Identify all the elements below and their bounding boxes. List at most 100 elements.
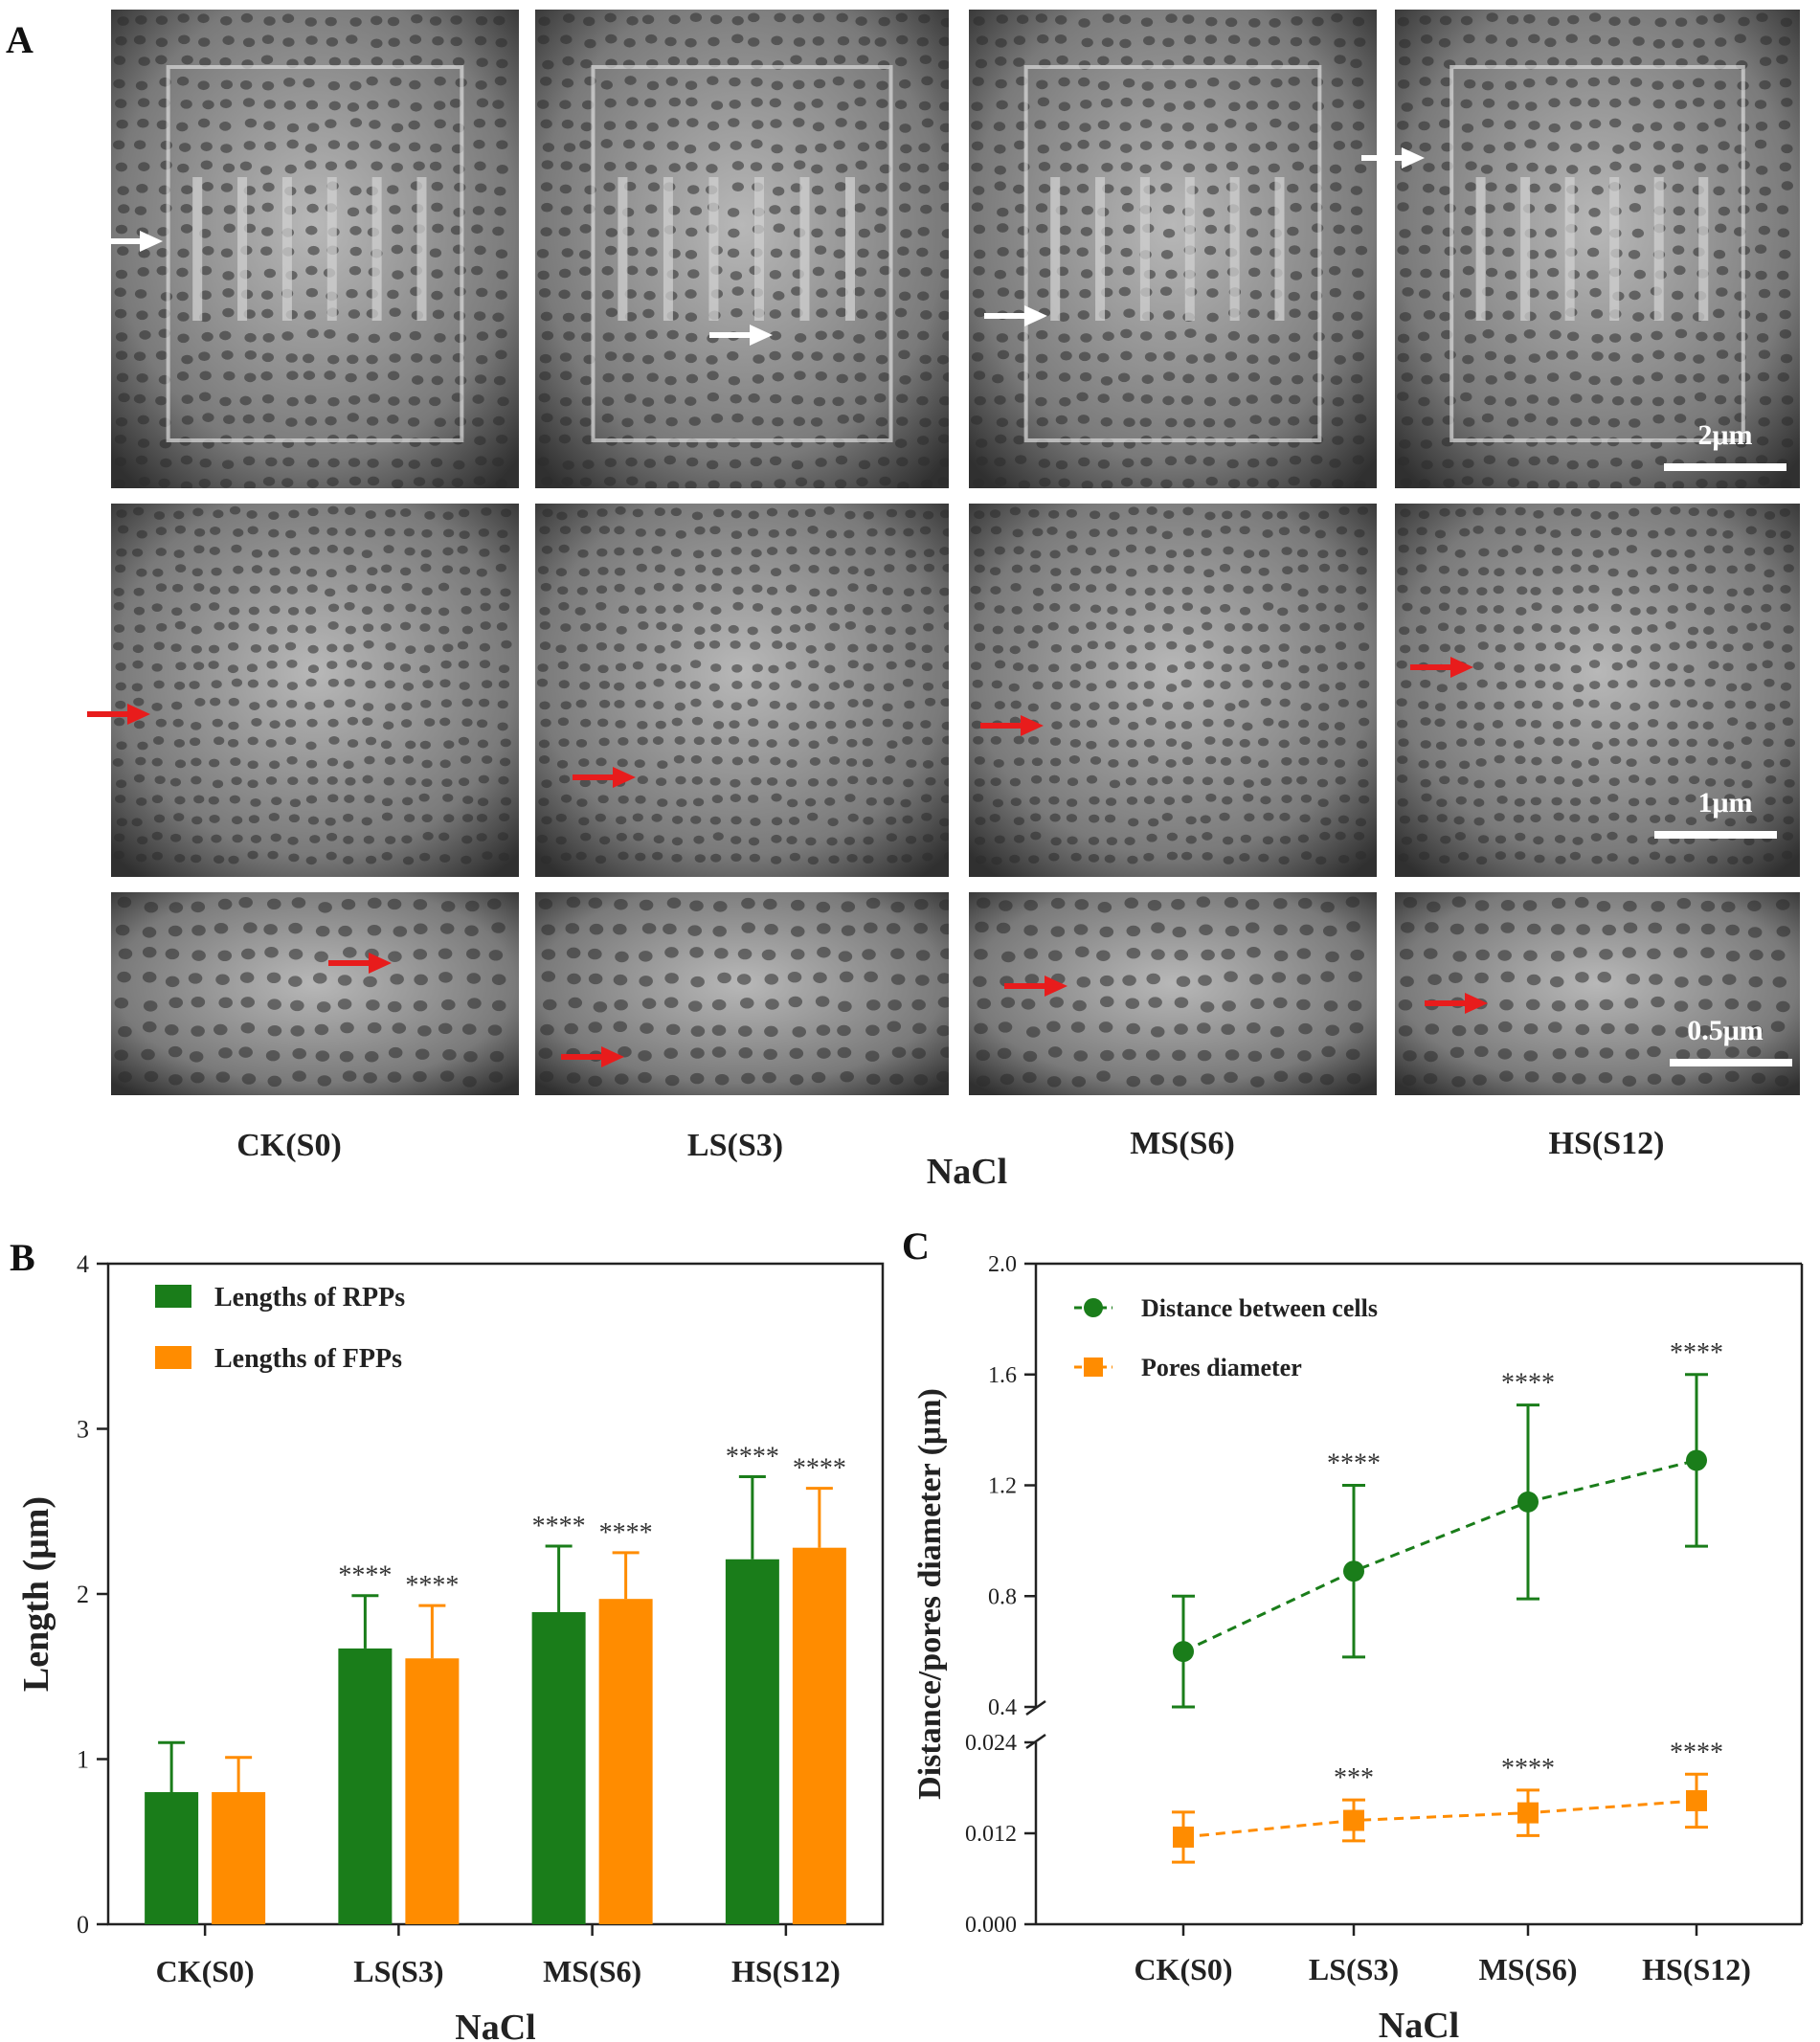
- arrow-icon: [100, 231, 163, 252]
- legend-marker: [1084, 1358, 1103, 1377]
- micrograph-image: [1395, 504, 1800, 877]
- column-label-ls: LS(S3): [686, 1128, 784, 1163]
- data-point: [1517, 1491, 1539, 1513]
- micrograph-image: [969, 10, 1377, 488]
- y-tick-label: 1.2: [988, 1474, 1017, 1499]
- bar: [405, 1658, 460, 1924]
- x-axis-title: NaCl: [1379, 2006, 1459, 2042]
- significance-label: ****: [405, 1571, 459, 1601]
- column-label-ck: CK(S0): [236, 1128, 342, 1163]
- arrow-icon: [980, 715, 1044, 736]
- series-line: [1182, 1799, 1697, 1839]
- data-point: [1173, 1641, 1194, 1663]
- scale-bar-05um: [1670, 1059, 1792, 1066]
- y-tick-label: 0.024: [965, 1731, 1017, 1756]
- data-point: [1343, 1560, 1364, 1582]
- arrow-icon: [709, 325, 773, 346]
- significance-label: ****: [599, 1518, 653, 1548]
- micrograph-image: [1395, 10, 1800, 488]
- arrow-icon: [573, 767, 636, 788]
- micrograph-image: [969, 504, 1377, 877]
- significance-label: ****: [1670, 1738, 1723, 1767]
- y-tick-label: 2.0: [988, 1252, 1017, 1277]
- arrow-icon: [87, 704, 150, 725]
- micrograph-image: [111, 892, 519, 1095]
- panel-letter-c: C: [902, 1224, 930, 1268]
- y-tick-label: 0.000: [965, 1913, 1017, 1938]
- y-tick-label: 0.012: [965, 1822, 1017, 1847]
- scale-label-2um: 2μm: [1697, 419, 1753, 451]
- scale-bar-2um: [1664, 463, 1786, 471]
- x-tick-label: MS(S6): [543, 1954, 641, 1988]
- micrograph-image: [535, 504, 949, 877]
- arrow-icon: [561, 1046, 624, 1067]
- micrograph-tile: [969, 504, 1377, 877]
- significance-label: ***: [1334, 1763, 1374, 1793]
- x-tick-label: CK(S0): [156, 1954, 255, 1988]
- bar-chart-lengths: 0 1 2 3 4 CK(S0) LS(S3) **** **** MS(S6) **** **** H…: [16, 1250, 885, 2042]
- y-axis-title: Distance/pores diameter (μm): [912, 1388, 948, 1800]
- micrograph-tile: [535, 504, 949, 877]
- micrograph-tile: [969, 10, 1377, 488]
- x-axis-title: NaCl: [455, 2008, 535, 2042]
- micrograph-group-label: NaCl: [926, 1152, 1008, 1192]
- legend-label: Lengths of FPPs: [214, 1344, 402, 1374]
- bar: [212, 1792, 266, 1924]
- significance-label: ****: [532, 1512, 586, 1541]
- micrograph-image: [969, 892, 1377, 1095]
- line-chart-distance-pores: 0.4 0.8 1.2 1.6 2.0 0.000 0.012 0.024 CK(S0) LS(S…: [912, 1252, 1804, 2042]
- micrograph-tile: [111, 504, 519, 877]
- arrow-icon: [1410, 657, 1473, 678]
- x-tick-label: LS(S3): [353, 1954, 443, 1988]
- y-axis-title: Length (μm): [16, 1496, 56, 1692]
- micrograph-tile: [111, 892, 519, 1095]
- y-tick-label: 0.8: [988, 1584, 1017, 1609]
- data-point: [1343, 1809, 1364, 1831]
- y-tick-label: 0: [77, 1911, 89, 1939]
- panel-letter-a: A: [6, 18, 34, 61]
- legend-marker: [1084, 1298, 1103, 1317]
- significance-label: ****: [338, 1561, 392, 1591]
- micrograph-tile: [535, 892, 949, 1095]
- micrograph-tile: [535, 10, 949, 488]
- significance-label: ****: [1501, 1369, 1555, 1399]
- data-point: [1517, 1802, 1539, 1824]
- y-tick-label: 4: [77, 1250, 89, 1278]
- micrograph-tile: [111, 10, 519, 488]
- significance-label: ****: [726, 1443, 779, 1472]
- x-tick-label: LS(S3): [1309, 1952, 1399, 1986]
- y-tick-label: 0.4: [988, 1695, 1017, 1720]
- x-tick-label: HS(S12): [731, 1954, 841, 1988]
- micrograph-tile: [969, 892, 1377, 1095]
- bar: [531, 1611, 586, 1924]
- data-point: [1686, 1789, 1707, 1811]
- bar: [338, 1648, 393, 1924]
- legend-label: Pores diameter: [1141, 1354, 1302, 1381]
- arrow-icon: [1004, 976, 1067, 997]
- legend-swatch: [155, 1346, 191, 1369]
- significance-label: ****: [1327, 1449, 1381, 1479]
- x-tick-label: MS(S6): [1478, 1952, 1577, 1986]
- x-tick-label: HS(S12): [1642, 1952, 1751, 1986]
- bar: [598, 1599, 653, 1924]
- legend-label: Distance between cells: [1141, 1294, 1378, 1322]
- y-tick-label: 1: [77, 1746, 89, 1774]
- x-tick-label: CK(S0): [1134, 1952, 1232, 1986]
- scale-label-1um: 1μm: [1697, 787, 1753, 819]
- micrograph-image: [111, 10, 519, 488]
- legend-swatch: [155, 1285, 191, 1308]
- arrow-icon: [328, 953, 392, 974]
- y-tick-label: 3: [77, 1416, 89, 1444]
- bar: [725, 1559, 779, 1924]
- y-tick-label: 1.6: [988, 1363, 1017, 1388]
- data-point: [1686, 1449, 1707, 1471]
- micrograph-grid: [87, 10, 1800, 1095]
- bar: [145, 1792, 199, 1924]
- panel-letter-b: B: [10, 1236, 35, 1279]
- arrow-icon: [984, 305, 1047, 326]
- significance-label: ****: [1670, 1338, 1723, 1368]
- column-label-ms: MS(S6): [1130, 1126, 1235, 1161]
- scale-label-05um: 0.5μm: [1687, 1015, 1764, 1046]
- data-point: [1173, 1826, 1194, 1848]
- bar: [792, 1547, 846, 1924]
